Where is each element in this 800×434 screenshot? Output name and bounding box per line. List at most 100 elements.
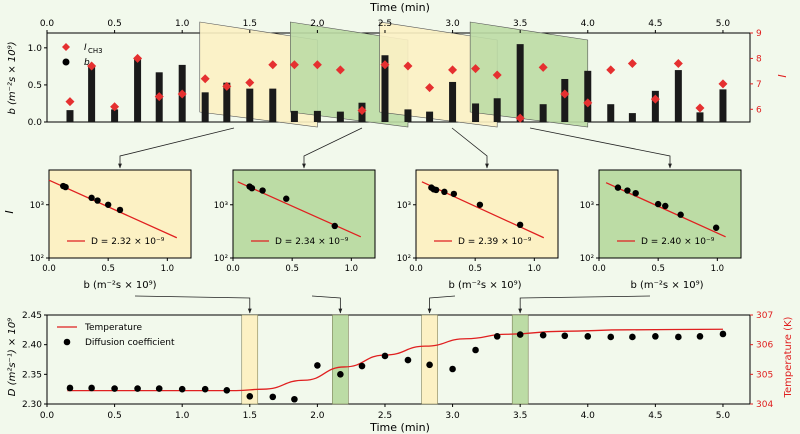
top-xtick-label: 2.5 <box>378 19 392 29</box>
b-bar <box>696 112 704 122</box>
I-marker <box>650 94 660 104</box>
fit-xtick-label: 1.0 <box>161 264 175 274</box>
fit-point <box>248 184 256 192</box>
D-point <box>472 346 479 354</box>
D-point <box>516 331 524 338</box>
bottom-xlabel: Time (min) <box>369 421 430 434</box>
fit-point <box>283 195 290 202</box>
fit-frame <box>232 169 376 259</box>
fit-xtick-label: 0.0 <box>409 264 423 274</box>
D-point <box>675 333 682 341</box>
fit-xtick-label: 0.5 <box>285 264 299 274</box>
bottom-xtick-label: 1.5 <box>243 411 257 421</box>
b-bar <box>404 109 412 122</box>
I-marker <box>357 106 367 116</box>
D-point <box>314 362 321 369</box>
temperature-line <box>67 328 723 392</box>
connector-top-4 <box>529 127 672 169</box>
bottom-xtick-label: 4.0 <box>581 411 596 421</box>
D-point <box>426 361 433 369</box>
b-bar <box>493 98 501 122</box>
b-bar <box>584 70 592 122</box>
fit-frame <box>48 169 192 259</box>
region-band-4 <box>469 21 589 128</box>
bottom-xtick-label: 2.5 <box>378 411 392 421</box>
bottom-frame <box>46 314 751 405</box>
I-marker <box>268 60 278 70</box>
I-marker <box>222 81 232 91</box>
I-marker <box>312 60 322 70</box>
fit-frame <box>598 169 742 259</box>
D-point <box>719 330 727 338</box>
bottom-ytick-label: 2.45 <box>22 311 42 321</box>
top-y2tick-label: 8 <box>756 54 762 64</box>
fit-panel-3: 0.0 0.5 1.0 10² 10³ D = 2.39 × 10⁻⁹ <box>397 169 559 274</box>
I-marker <box>380 60 390 70</box>
b-bar <box>472 103 480 122</box>
legend-diff-label: Diffusion coefficient <box>85 338 175 348</box>
I-marker <box>245 78 255 88</box>
bottom-xtick-label: 4.5 <box>648 411 662 421</box>
D-point <box>607 333 615 341</box>
fit-xtick-label: 0.0 <box>42 264 56 274</box>
D-point <box>155 385 163 392</box>
b-bar <box>539 104 547 122</box>
I-marker <box>492 70 502 80</box>
b-bar <box>66 110 74 122</box>
fit-xtick-label: 0.5 <box>651 264 665 274</box>
I-marker <box>425 83 435 93</box>
bottom-xtick-label: 3.5 <box>513 411 527 421</box>
b-bar <box>449 81 457 122</box>
b-bar <box>561 78 569 122</box>
top-y2tick-label: 6 <box>756 105 762 115</box>
I-marker <box>560 89 570 99</box>
b-bar <box>607 104 615 122</box>
fit-point <box>614 184 622 191</box>
connector-bottom-4 <box>518 295 651 314</box>
legend-I-marker <box>62 43 70 51</box>
I-marker <box>289 60 299 70</box>
bottom-xtick-label: 0.5 <box>107 411 121 421</box>
top-xtick-label: 1.5 <box>243 19 257 29</box>
fit-panel-2: 0.0 0.5 1.0 10² 10³ D = 2.34 × 10⁻⁹ <box>214 169 376 274</box>
legend-b-marker <box>62 58 70 66</box>
D-point <box>584 333 592 340</box>
D-point <box>246 392 254 400</box>
fit-ytick-label: 10² <box>30 254 44 264</box>
D-point <box>223 387 231 394</box>
legend-diff-marker <box>63 338 71 346</box>
b-bar <box>111 109 119 122</box>
D-point <box>201 385 209 393</box>
fit-point <box>476 201 484 208</box>
fit-ytick-label: 10³ <box>214 201 228 211</box>
bottom-panel: 0.0 0.5 1.0 1.5 2.0 2.5 3.0 3.5 4.0 4.5 5.0 2.30 2.3… <box>22 311 773 421</box>
D-point <box>337 371 344 378</box>
I-marker <box>154 92 164 102</box>
D-point <box>696 333 704 340</box>
I-marker <box>87 61 97 71</box>
bottom-y2tick-label: 307 <box>756 311 773 321</box>
bottom-xtick-label: 1.0 <box>175 411 190 421</box>
b-bar <box>651 90 659 122</box>
I-marker <box>695 103 705 113</box>
bottom-y2tick-label: 305 <box>756 370 773 380</box>
bottom-ytick-label: 2.30 <box>22 400 42 410</box>
top-xtick-label: 3.0 <box>445 19 460 29</box>
fit-ytick-label: 10³ <box>397 201 411 211</box>
I-marker <box>403 61 413 71</box>
I-marker <box>718 79 728 89</box>
fit-ytick-label: 10³ <box>580 201 594 211</box>
fit-legend-label: D = 2.34 × 10⁻⁹ <box>275 237 349 247</box>
b-bar <box>290 110 298 122</box>
I-marker <box>133 53 143 63</box>
fit-point <box>662 202 669 210</box>
fit-point <box>432 186 440 194</box>
bottom-xtick-label: 0.0 <box>40 411 55 421</box>
bottom-ytick-label: 2.40 <box>22 341 42 351</box>
D-point <box>358 362 366 370</box>
connector-bottom-1 <box>134 295 252 314</box>
fit-legend-label: D = 2.40 × 10⁻⁹ <box>641 237 715 247</box>
D-point <box>449 365 456 373</box>
b-bar <box>426 111 434 122</box>
